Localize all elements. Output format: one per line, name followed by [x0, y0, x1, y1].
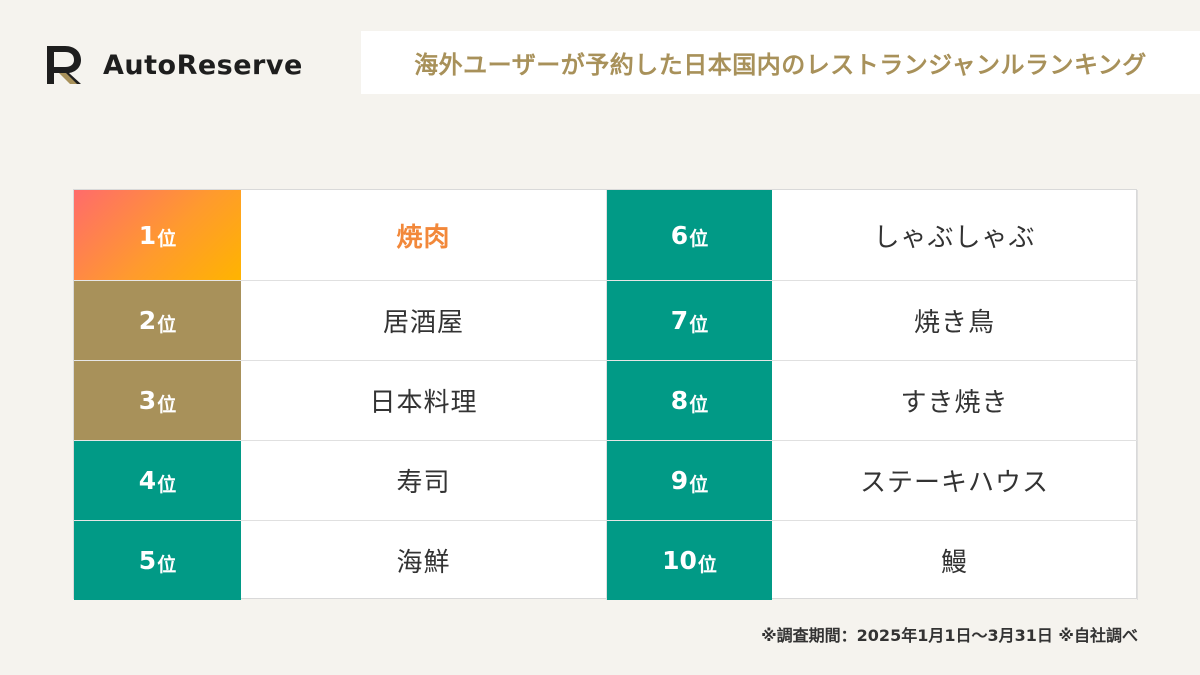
genre-cell-8: すき焼き [772, 361, 1138, 441]
genre-cell-7: 焼き鳥 [772, 281, 1138, 361]
brand-logo: AutoReserve [45, 44, 303, 86]
genre-cell-10: 鰻 [772, 521, 1138, 600]
genre-cell-3: 日本料理 [241, 361, 607, 441]
rank-unit: 位 [689, 393, 709, 416]
genre-cell-4: 寿司 [241, 441, 607, 521]
rank-number: 2 [138, 306, 157, 335]
rank-unit: 位 [697, 553, 717, 576]
rank-number: 3 [138, 386, 157, 415]
rank-unit: 位 [689, 473, 709, 496]
rank-unit: 位 [157, 393, 177, 416]
rank-unit: 位 [689, 228, 709, 250]
rank-number: 4 [138, 466, 157, 495]
rank-cell-10: 10 位 [607, 521, 772, 600]
rank-unit: 位 [157, 473, 177, 496]
genre-cell-5: 海鮮 [241, 521, 607, 600]
page-title: 海外ユーザーが予約した日本国内のレストランジャンルランキング [414, 51, 1147, 79]
autoreserve-logo-icon [47, 46, 81, 84]
rank-number: 6 [670, 220, 689, 250]
rank-unit: 位 [157, 313, 177, 336]
rank-number: 9 [670, 466, 689, 495]
rank-number: 10 [662, 546, 697, 575]
rank-number: 1 [138, 220, 157, 250]
rank-number: 5 [138, 546, 157, 575]
title-banner: 海外ユーザーが予約した日本国内のレストランジャンルランキング [361, 31, 1200, 94]
genre-cell-2: 居酒屋 [241, 281, 607, 361]
rank-unit: 位 [157, 553, 177, 576]
brand-name: AutoReserve [103, 49, 303, 81]
rank-number: 7 [670, 306, 689, 335]
rank-unit: 位 [689, 313, 709, 336]
genre-cell-1: 焼肉 [241, 190, 607, 281]
survey-note: ※調査期間：2025年1月1日〜3月31日 ※自社調べ [761, 626, 1138, 645]
genre-cell-9: ステーキハウス [772, 441, 1138, 521]
rank-number: 8 [670, 386, 689, 415]
rank-unit: 位 [157, 228, 177, 250]
genre-cell-6: しゃぶしゃぶ [772, 190, 1138, 281]
